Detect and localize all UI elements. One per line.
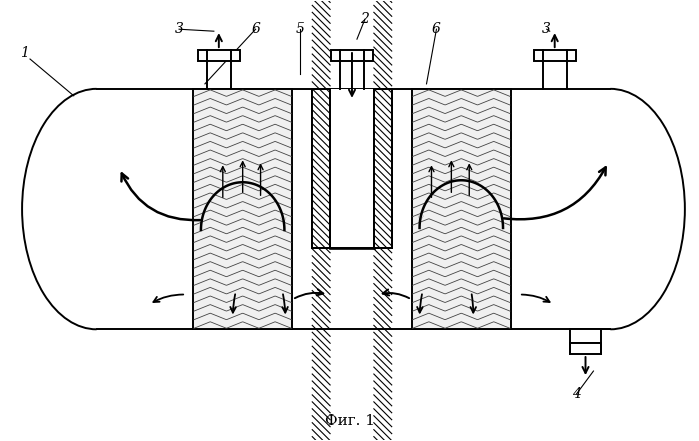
Polygon shape [193, 89, 292, 329]
Polygon shape [412, 89, 511, 329]
Polygon shape [312, 89, 330, 248]
Polygon shape [331, 50, 373, 61]
Polygon shape [374, 89, 391, 248]
Text: 6: 6 [251, 22, 260, 36]
Polygon shape [534, 50, 575, 61]
Text: 3: 3 [542, 22, 552, 36]
Text: 6: 6 [432, 22, 441, 36]
Text: 2: 2 [361, 12, 369, 26]
Text: 5: 5 [296, 22, 305, 36]
Text: 3: 3 [175, 22, 184, 36]
Polygon shape [570, 343, 601, 354]
Text: Фиг. 1: Фиг. 1 [325, 414, 375, 428]
Text: 1: 1 [20, 46, 29, 60]
Text: 4: 4 [572, 387, 581, 401]
Polygon shape [570, 329, 601, 343]
Polygon shape [198, 50, 240, 61]
Polygon shape [330, 89, 374, 248]
